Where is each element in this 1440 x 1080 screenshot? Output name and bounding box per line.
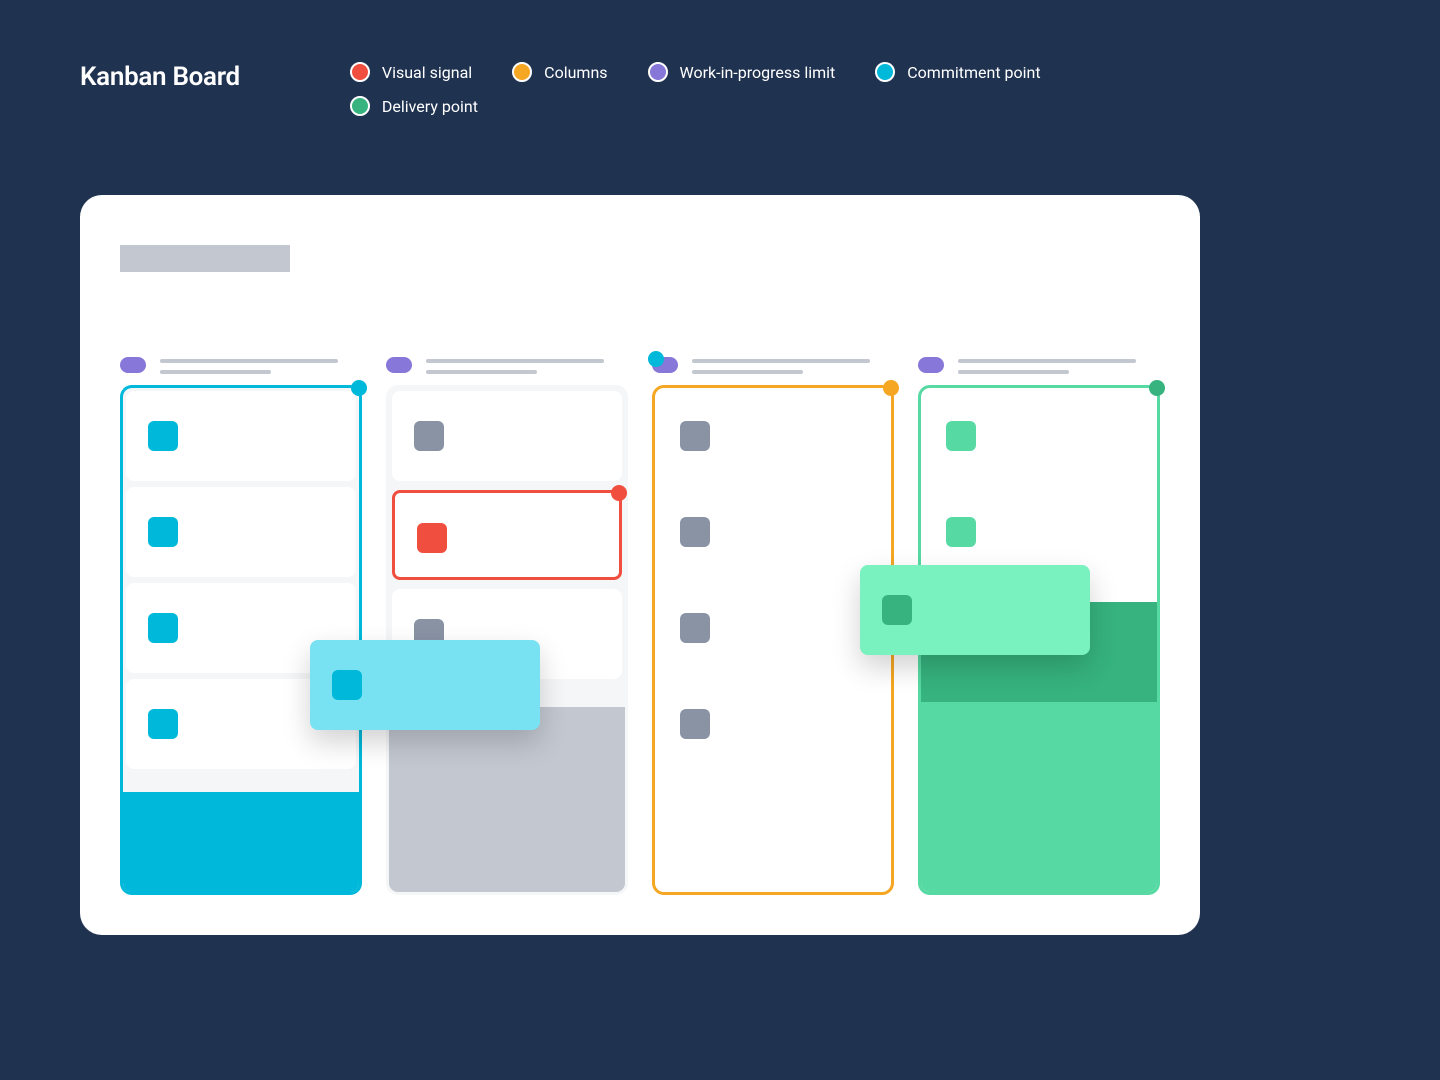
legend-label: Work-in-progress limit bbox=[680, 63, 836, 82]
legend: Visual signal Columns Work-in-progress lim… bbox=[350, 56, 1110, 116]
wip-limit-pill bbox=[918, 357, 944, 373]
placeholder-line bbox=[160, 359, 338, 363]
legend-dot-icon bbox=[648, 62, 668, 82]
card-type-icon bbox=[148, 517, 178, 547]
card-type-icon bbox=[882, 595, 912, 625]
kanban-card[interactable] bbox=[658, 679, 888, 769]
board-title-placeholder bbox=[120, 245, 290, 272]
legend-item: Delivery point bbox=[350, 96, 478, 116]
column-header bbox=[386, 355, 628, 375]
kanban-card[interactable] bbox=[924, 487, 1154, 577]
kanban-board bbox=[80, 195, 1200, 935]
float-delivery[interactable] bbox=[860, 565, 1090, 655]
column-header bbox=[652, 355, 894, 375]
visual-signal-card[interactable] bbox=[392, 490, 622, 580]
card-type-icon bbox=[680, 517, 710, 547]
legend-label: Commitment point bbox=[907, 63, 1040, 82]
column-in-progress bbox=[652, 355, 894, 895]
card-type-icon bbox=[148, 709, 178, 739]
column-header bbox=[918, 355, 1160, 375]
card-stack bbox=[924, 391, 1154, 577]
column-body bbox=[652, 385, 894, 895]
placeholder-line bbox=[958, 359, 1136, 363]
legend-item: Columns bbox=[512, 62, 607, 82]
card-type-icon bbox=[680, 613, 710, 643]
legend-dot-icon bbox=[512, 62, 532, 82]
wip-limit-pill bbox=[120, 357, 146, 373]
page-title: Kanban Board bbox=[80, 56, 240, 92]
column-fill bbox=[123, 792, 359, 892]
kanban-card[interactable] bbox=[658, 583, 888, 673]
placeholder-line bbox=[426, 359, 604, 363]
column-corner-dot-icon bbox=[883, 380, 899, 396]
legend-dot-icon bbox=[875, 62, 895, 82]
kanban-card[interactable] bbox=[658, 487, 888, 577]
card-type-icon bbox=[148, 421, 178, 451]
card-type-icon bbox=[332, 670, 362, 700]
legend-label: Columns bbox=[544, 63, 607, 82]
column-backlog bbox=[386, 355, 628, 895]
column-corner-dot-icon bbox=[351, 380, 367, 396]
column-header bbox=[120, 355, 362, 375]
card-type-icon bbox=[417, 523, 447, 553]
kanban-card[interactable] bbox=[126, 487, 356, 577]
column-commitment bbox=[120, 355, 362, 895]
card-stack bbox=[658, 391, 888, 769]
kanban-card[interactable] bbox=[658, 391, 888, 481]
visual-signal-dot-icon bbox=[611, 485, 627, 501]
kanban-card[interactable] bbox=[392, 391, 622, 481]
legend-label: Delivery point bbox=[382, 97, 478, 116]
float-commitment[interactable] bbox=[310, 640, 540, 730]
legend-item: Work-in-progress limit bbox=[648, 62, 836, 82]
placeholder-line bbox=[692, 359, 870, 363]
card-stack bbox=[392, 391, 622, 481]
column-fill bbox=[389, 707, 625, 892]
column-corner-dot-icon bbox=[1149, 380, 1165, 396]
card-type-icon bbox=[680, 421, 710, 451]
legend-dot-icon bbox=[350, 62, 370, 82]
placeholder-line bbox=[160, 370, 271, 374]
wip-limit-pill bbox=[386, 357, 412, 373]
card-type-icon bbox=[148, 613, 178, 643]
commitment-dot-icon bbox=[648, 351, 664, 367]
kanban-card[interactable] bbox=[126, 391, 356, 481]
placeholder-line bbox=[692, 370, 803, 374]
card-type-icon bbox=[946, 421, 976, 451]
legend-label: Visual signal bbox=[382, 63, 472, 82]
card-type-icon bbox=[680, 709, 710, 739]
legend-dot-icon bbox=[350, 96, 370, 116]
legend-item: Commitment point bbox=[875, 62, 1040, 82]
placeholder-line bbox=[958, 370, 1069, 374]
card-type-icon bbox=[946, 517, 976, 547]
kanban-card[interactable] bbox=[924, 391, 1154, 481]
legend-item: Visual signal bbox=[350, 62, 472, 82]
placeholder-line bbox=[426, 370, 537, 374]
card-type-icon bbox=[414, 421, 444, 451]
